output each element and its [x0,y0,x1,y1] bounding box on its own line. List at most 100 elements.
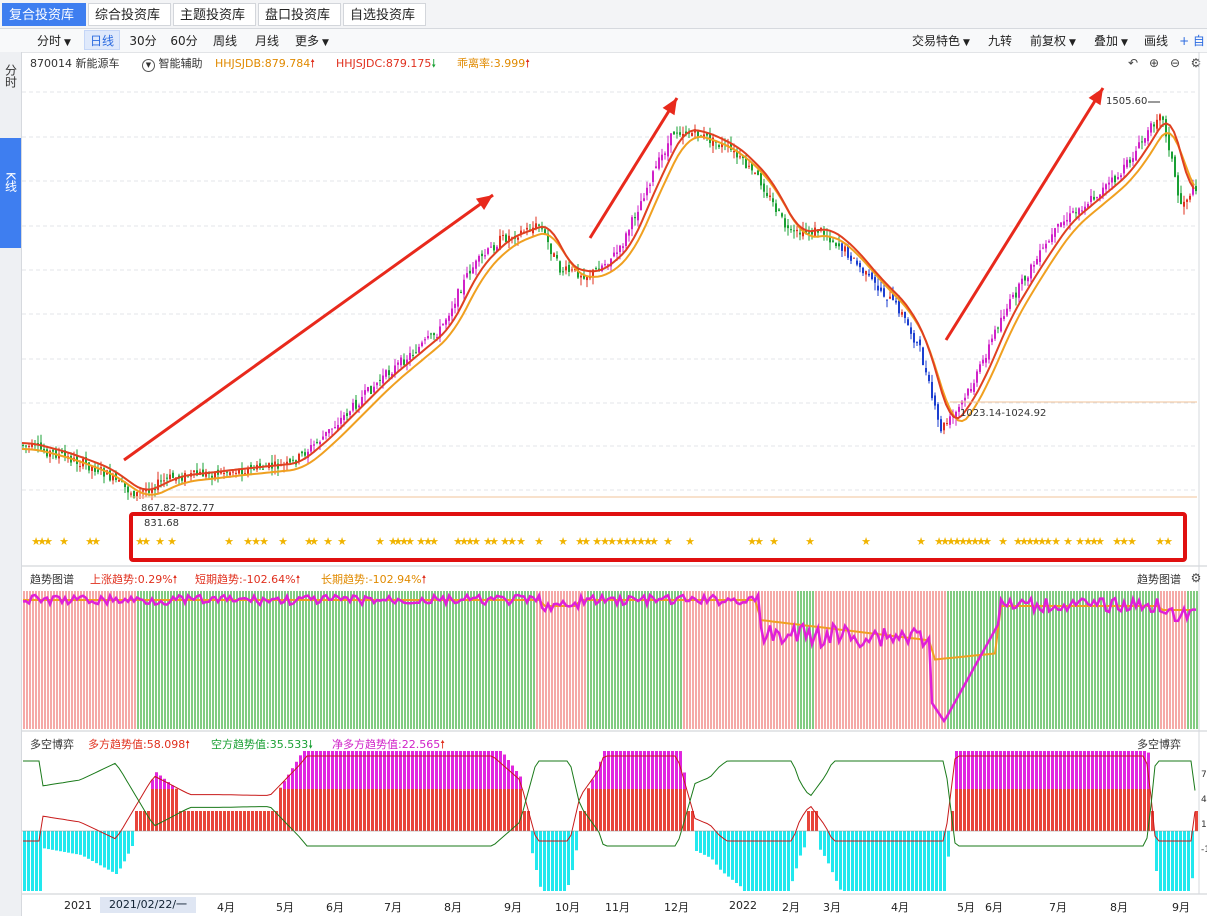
candle-body [835,243,837,246]
candle-body [1108,182,1110,185]
candle-body [1162,116,1164,120]
period-30min-button[interactable]: 30分 [129,34,157,48]
trend-bar [440,591,442,729]
time-axis-label: 12月 [664,901,689,914]
bear-bar [719,831,722,870]
nine-turn-button[interactable]: 九转 [987,34,1012,48]
bear-bar [59,831,62,852]
tab-watchlist-library[interactable]: 自选投资库 [343,3,426,26]
bull-bar-top [475,751,478,789]
trend-bar [488,591,490,729]
overlay-button[interactable]: 叠加 ▼ [1094,34,1128,48]
trend-panel-title[interactable]: 趋势图谱 [30,573,74,586]
deviation-rate: 乖离率:3.999🠕 [457,57,530,70]
trend-bar [746,591,748,729]
candle-body [1012,294,1014,298]
star-marker: ★ [970,535,980,548]
bull-bar [435,751,438,831]
trend-bar [1100,591,1102,729]
time-axis-label: 10月 [555,901,580,914]
candle-body [247,467,249,476]
side-tab-kline[interactable]: K线 [0,138,21,248]
smart-assist-toggle[interactable]: ▼ 智能辅助 [142,55,203,72]
bull-bar-top [655,751,658,789]
period-intraday-button[interactable]: 分时 ▼ [37,34,71,48]
trend-bar [641,591,643,729]
settings-gear-icon[interactable]: ⚙ [1190,571,1202,585]
time-axis-label: 6月 [326,901,344,914]
trend-bar [80,591,82,729]
trend-bar [545,591,547,729]
candle-body [637,211,639,221]
trend-bar [860,591,862,729]
bull-bar-top [647,751,650,789]
bull-bar-top [363,751,366,789]
period-weekly-button[interactable]: 周线 [212,34,237,48]
trend-bar [503,591,505,729]
trend-bar [494,591,496,729]
trend-bar [725,591,727,729]
undo-icon[interactable]: ↶ [1127,56,1139,70]
bull-bar-top [403,751,406,789]
bull-bar-top [975,751,978,789]
period-60min-button[interactable]: 60分 [170,34,198,48]
bear-bar [875,831,878,891]
trend-bar [113,591,115,729]
bear-bar [1175,831,1178,891]
candle-body [613,252,615,257]
bull-bar-top [671,751,674,789]
trend-bar [962,591,964,729]
star-marker: ★ [167,535,177,548]
trend-bar [461,591,463,729]
forward-adjust-button[interactable]: 前复权 ▼ [1030,34,1076,48]
trade-feature-button[interactable]: 交易特色 ▼ [912,34,970,48]
bull-bar [287,774,290,831]
trend-bar [308,591,310,729]
tab-comprehensive-library[interactable]: 综合投资库 [88,3,171,26]
period-more-button[interactable]: 更多 ▼ [295,34,329,48]
period-daily-button[interactable]: 日线 [84,30,120,50]
tab-market-library[interactable]: 盘口投资库 [258,3,341,26]
star-marker: ★ [952,535,962,548]
candle-body [184,473,186,483]
zoom-in-icon[interactable]: ⊕ [1148,56,1160,70]
trend-bar [410,591,412,729]
candle-body [1147,130,1149,142]
tab-theme-library[interactable]: 主题投资库 [173,3,256,26]
period-monthly-button[interactable]: 月线 [254,34,279,48]
candle-body [577,267,579,278]
candle-body [652,171,654,183]
bull-bar-top [159,775,162,789]
star-marker: ★ [1037,535,1047,548]
bull-bar [667,751,670,831]
bull-bar [271,811,274,831]
bull-bar [251,811,254,831]
star-marker: ★ [934,535,944,548]
candle-body [781,213,783,217]
add-custom-button[interactable]: + 自 [1179,34,1205,48]
tab-composite-library[interactable]: 复合投资库 [2,3,86,26]
candle-body [1105,184,1107,190]
candle-body [772,198,774,203]
bull-bar-top [1031,751,1034,789]
bull-bar [403,751,406,831]
candle-body [1099,194,1101,199]
trend-bar [797,591,799,729]
trend-bar [254,591,256,729]
trend-panel-right-label[interactable]: 趋势图谱 [1137,573,1181,586]
bull-bar-top [431,751,434,789]
bullbear-panel-title[interactable]: 多空博弈 [30,738,74,751]
candle-body [718,145,720,148]
side-tab-intraday[interactable]: 分时 [3,64,18,88]
bull-bar-top [467,751,470,789]
bull-bar [615,751,618,831]
bull-bar [1115,751,1118,831]
bullbear-panel-right-label[interactable]: 多空博弈 [1137,738,1181,751]
star-marker: ★ [643,535,653,548]
settings-gear-icon[interactable]: ⚙ [1190,56,1202,70]
bear-bar [47,831,50,850]
draw-line-button[interactable]: 画线 [1143,34,1168,48]
candle-body [670,133,672,146]
zoom-out-icon[interactable]: ⊖ [1169,56,1181,70]
